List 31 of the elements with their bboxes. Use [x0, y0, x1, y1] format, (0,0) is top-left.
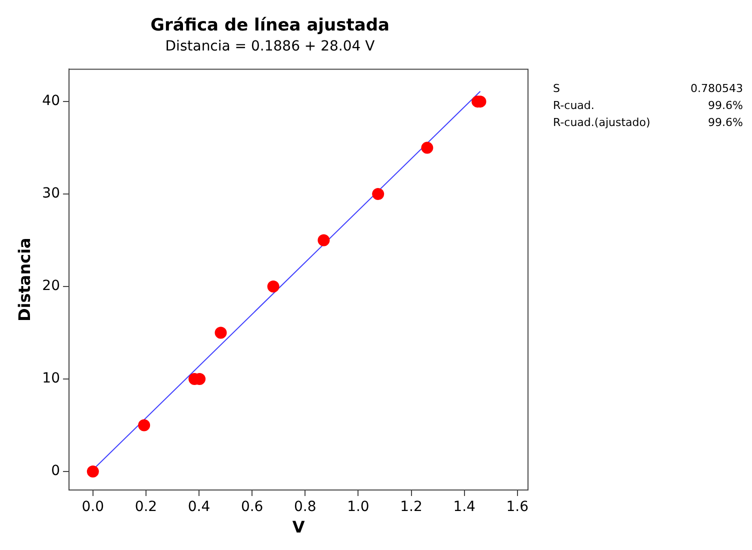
point	[421, 142, 434, 154]
x-tick-label: 1.6	[506, 499, 529, 516]
y-tick-label: 10	[42, 370, 60, 387]
x-axis-title: V	[292, 518, 306, 537]
point	[138, 419, 150, 432]
y-tick-label: 30	[42, 186, 60, 202]
point	[318, 234, 330, 246]
x-tick-label: 1.4	[453, 499, 476, 516]
x-tick-label: 1.2	[400, 499, 422, 516]
x-tick-label: 0.6	[240, 499, 264, 516]
text: 99.6%	[708, 115, 743, 131]
chart-subtitle: Distancia = 0.1886 + 28.04 V	[165, 38, 376, 54]
x-tick-label: 0.0	[82, 499, 104, 516]
y-tick-label: 20	[42, 278, 60, 294]
text: S	[553, 81, 560, 97]
chart-title: Gráfica de línea ajustada	[150, 16, 390, 36]
text: 99.6%	[708, 98, 743, 114]
point	[86, 466, 99, 478]
x-tick-label: 1.0	[347, 499, 370, 516]
point	[267, 280, 280, 293]
x-tick-label: 0.4	[188, 499, 210, 516]
text: 0.780543	[690, 81, 743, 97]
point	[214, 326, 227, 339]
text: R-cuad.(ajustado)	[553, 115, 650, 131]
point	[372, 188, 384, 200]
y-tick-label: 0	[51, 463, 60, 480]
text: R-cuad.	[553, 98, 594, 114]
x-tick-label: 0.2	[134, 499, 158, 516]
y-axis-title: Distancia	[14, 238, 34, 322]
x-tick-label: 0.8	[294, 499, 316, 516]
y-tick-label: 40	[42, 93, 60, 110]
